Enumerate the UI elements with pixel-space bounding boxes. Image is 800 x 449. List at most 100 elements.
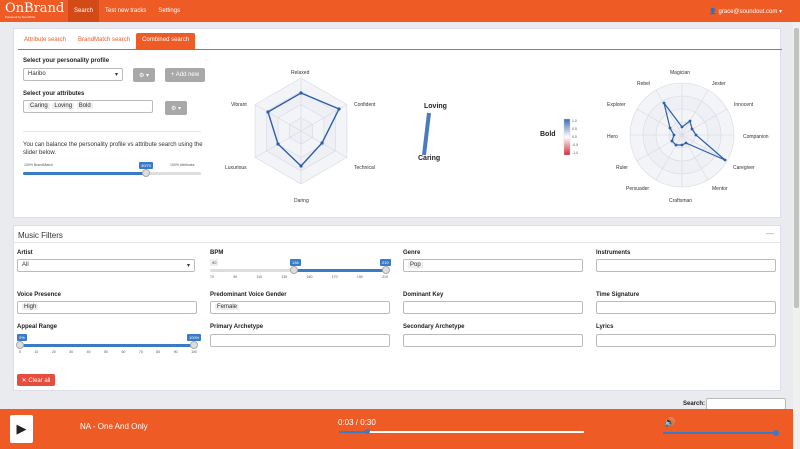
data-point: [680, 125, 684, 129]
clear-all-button[interactable]: ✕ Clear all: [17, 374, 55, 386]
dominant-key-label: Dominant Key: [403, 292, 444, 298]
logo[interactable]: OnBrand Powered by SoundOut: [5, 1, 65, 19]
scale-tick: 0.5: [572, 127, 577, 131]
attributes-label: Select your attributes: [23, 91, 85, 97]
user-menu[interactable]: 👤 grace@soundout.com ▾: [709, 8, 782, 15]
attribute-chart: Loving Caring Bold 1.0 0.5 0.0 -0.5 -1.0: [418, 103, 578, 162]
data-point: [688, 119, 692, 123]
track-title: NA - One And Only: [80, 422, 148, 431]
balance-text: You can balance the personality profile …: [23, 142, 203, 156]
tab-divider: [18, 49, 782, 50]
lyrics-input[interactable]: [596, 334, 776, 347]
bpm-low-handle[interactable]: [290, 266, 298, 274]
dominant-key-input[interactable]: [403, 301, 583, 314]
chevron-down-icon: ▾: [186, 263, 190, 269]
data-point: [684, 141, 688, 145]
tick-label: 110: [256, 275, 263, 279]
appeal-low-tag: 0%: [17, 334, 27, 341]
appeal-low-handle[interactable]: [16, 341, 24, 349]
appeal-high-handle[interactable]: [190, 341, 198, 349]
play-button[interactable]: ▶: [10, 415, 33, 443]
gear-icon: ⚙ ▾: [170, 105, 182, 112]
secondary-archetype-input[interactable]: [403, 334, 583, 347]
divider: [13, 242, 781, 243]
genre-input[interactable]: Pop: [403, 259, 583, 272]
nav-settings[interactable]: Settings: [158, 8, 181, 14]
data-point: [694, 133, 698, 137]
tick-label: 70: [138, 350, 143, 354]
page-scrollbar[interactable]: [793, 22, 800, 449]
tab-attribute-search[interactable]: Attribute search: [24, 37, 67, 43]
data-point: [337, 107, 341, 111]
color-scale: [563, 118, 571, 156]
radar-label: Daring: [294, 198, 309, 204]
appeal-slider-fill: [20, 344, 195, 347]
nav-search[interactable]: Search: [68, 0, 100, 22]
bpm-low-tag: 136: [290, 259, 301, 266]
radar-label: Relaxed: [291, 70, 310, 76]
play-icon: ▶: [16, 421, 27, 436]
profile-label: Select your personality profile: [23, 58, 110, 64]
radar-label: Confident: [354, 102, 376, 108]
tick-label: 100: [191, 350, 197, 354]
tab-combined-search[interactable]: Combined search: [136, 33, 196, 49]
tick-label: 60: [121, 350, 126, 354]
voice-gender-chip[interactable]: Female: [215, 304, 240, 310]
progress-handle[interactable]: [365, 429, 370, 434]
time-signature-input[interactable]: [596, 301, 776, 314]
attribute-line: [422, 112, 431, 156]
voice-presence-input[interactable]: High: [17, 301, 197, 314]
radar-grid: [629, 82, 735, 188]
data-point: [690, 127, 694, 131]
radar-label: Jester: [712, 81, 726, 87]
bpm-slider-fill: [294, 269, 387, 272]
attributes-settings-button[interactable]: ⚙ ▾: [165, 101, 187, 115]
appeal-ticks: 0 10 20 30 40 50 60 70 80 90 100: [19, 350, 197, 358]
radar-points: [662, 101, 727, 162]
primary-archetype-input[interactable]: [210, 334, 390, 347]
voice-presence-chip[interactable]: High: [22, 304, 39, 310]
progress-track[interactable]: [339, 431, 584, 433]
data-point: [266, 110, 270, 114]
tick-label: 0: [19, 350, 21, 354]
tick-label: 190: [356, 275, 363, 279]
balance-slider-handle[interactable]: [142, 169, 150, 177]
lyrics-label: Lyrics: [596, 324, 614, 330]
scrollbar-thumb[interactable]: [794, 28, 799, 308]
tick-label: 90: [233, 275, 238, 279]
tab-brandmatch-search[interactable]: BrandMatch search: [78, 37, 131, 43]
bpm-high-handle[interactable]: [382, 266, 390, 274]
attribute-chip[interactable]: Bold: [76, 103, 93, 109]
genre-chip[interactable]: Pop: [408, 262, 423, 268]
profile-select[interactable]: Haribo ▾: [23, 68, 123, 81]
attribute-chip[interactable]: Loving: [52, 103, 75, 109]
track-time: 0:03 / 0:30: [338, 418, 376, 427]
collapse-icon[interactable]: —: [766, 229, 774, 238]
nav-test-tracks[interactable]: Test new tracks: [105, 8, 147, 14]
tick-label: 130: [281, 275, 288, 279]
attributes-input[interactable]: Caring Loving Bold: [23, 100, 153, 113]
volume-icon[interactable]: 🔊: [664, 417, 676, 427]
data-point: [670, 139, 674, 143]
scale-tick: 1.0: [572, 119, 577, 123]
profile-settings-button[interactable]: ⚙ ▾: [133, 68, 155, 82]
data-point: [276, 142, 280, 146]
user-icon: 👤: [709, 8, 719, 15]
voice-gender-input[interactable]: Female: [210, 301, 390, 314]
data-point: [674, 143, 678, 147]
attribute-label-top: Loving: [424, 103, 447, 110]
add-profile-button[interactable]: + Add new: [165, 68, 205, 82]
instruments-input[interactable]: [596, 259, 776, 272]
volume-track[interactable]: [663, 432, 777, 434]
data-point: [320, 141, 324, 145]
table-search-label: Search:: [683, 401, 706, 407]
divider: [23, 131, 201, 132]
bpm-min-tag: 90: [210, 259, 219, 266]
balance-value-tag: 30/70: [139, 162, 154, 169]
progress-fill: [339, 431, 367, 433]
artist-select[interactable]: All ▾: [17, 259, 195, 272]
tick-label: 40: [86, 350, 91, 354]
attribute-chip[interactable]: Caring: [28, 103, 50, 109]
volume-handle[interactable]: [773, 430, 779, 436]
legend-title: Bold: [540, 131, 556, 138]
